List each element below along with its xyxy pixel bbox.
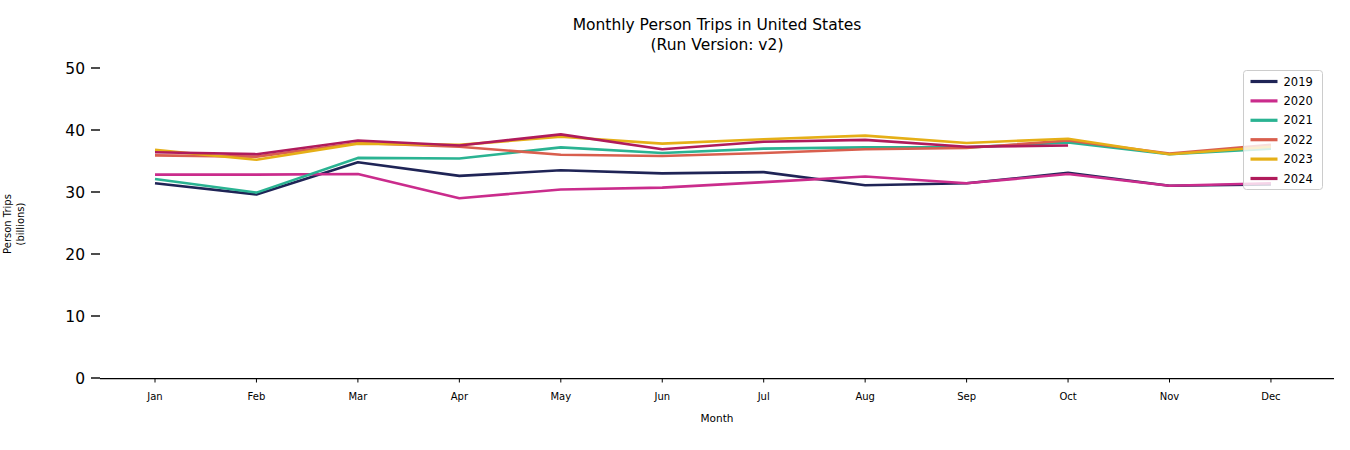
x-tick-label: Jun — [653, 391, 670, 402]
y-axis-label: Person Trips (billions) — [1, 154, 27, 294]
x-tick-label: Jul — [757, 391, 770, 402]
legend-label: 2024 — [1284, 172, 1313, 186]
x-tick-label: Jan — [146, 391, 162, 402]
chart-title-line1: Monthly Person Trips in United States — [100, 15, 1334, 35]
legend-label: 2019 — [1284, 75, 1313, 89]
y-tick-label: 20 — [65, 246, 85, 264]
y-tick-label: 30 — [65, 184, 85, 202]
y-tick-label: 40 — [65, 122, 85, 140]
x-tick-label: Aug — [855, 391, 875, 402]
y-axis-label-line1: Person Trips — [1, 154, 14, 294]
y-tick-label: 10 — [65, 308, 85, 326]
legend-label: 2021 — [1284, 113, 1313, 127]
chart-figure: Monthly Person Trips in United States (R… — [0, 0, 1350, 450]
chart-title: Monthly Person Trips in United States (R… — [100, 15, 1334, 55]
x-axis-label: Month — [100, 412, 1334, 424]
legend-label: 2020 — [1284, 94, 1313, 108]
x-tick-label: May — [550, 391, 571, 402]
x-tick-label: Mar — [348, 391, 368, 402]
y-tick-label: 50 — [65, 60, 85, 78]
x-tick-label: Sep — [957, 391, 976, 402]
legend-label: 2022 — [1284, 133, 1313, 147]
x-tick-label: Dec — [1261, 391, 1280, 402]
legend: 2019 2020 2021 2022 2023 2024 — [1244, 71, 1323, 190]
y-axis-label-line2: (billions) — [14, 154, 27, 294]
plot-area: 0 10 20 30 40 50 Jan Feb Mar Apr May Jun Jul Aug Sep Oc… — [0, 0, 1350, 450]
x-tick-label: Feb — [248, 391, 266, 402]
x-tick-label: Oct — [1059, 391, 1076, 402]
series-line-2020 — [155, 174, 1271, 198]
y-tick-label: 0 — [75, 370, 85, 388]
x-tick-label: Apr — [451, 391, 469, 402]
legend-label: 2023 — [1284, 152, 1313, 166]
chart-title-line2: (Run Version: v2) — [100, 35, 1334, 55]
x-tick-label: Nov — [1160, 391, 1180, 402]
